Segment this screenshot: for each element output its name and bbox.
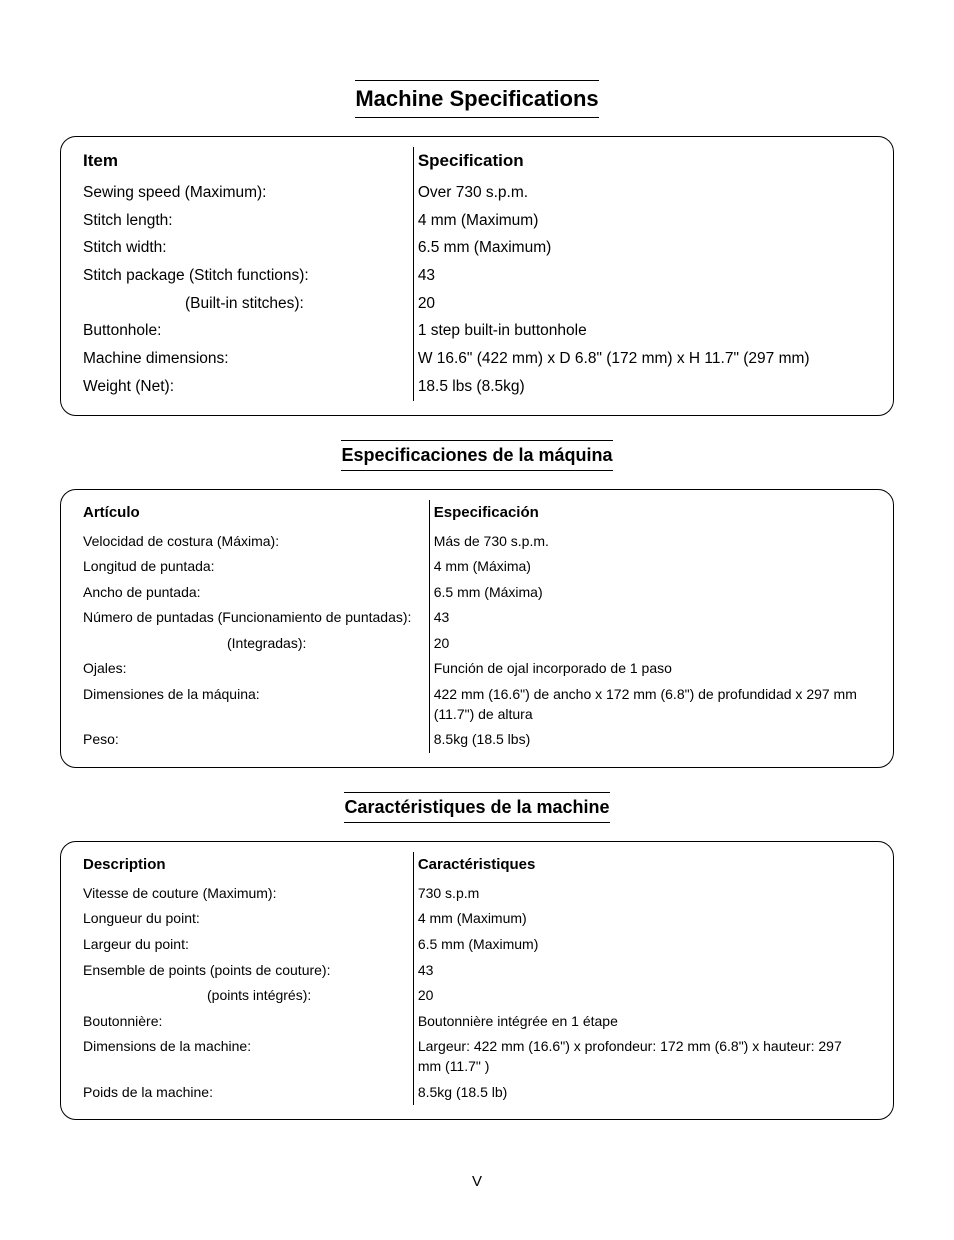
cell-value: 6.5 mm (Máxima) [429, 580, 875, 606]
table-row: Dimensions de la machine: Largeur: 422 m… [79, 1034, 875, 1079]
table-row: Longitud de puntada: 4 mm (Máxima) [79, 554, 875, 580]
cell-value: 18.5 lbs (8.5kg) [413, 373, 875, 401]
cell-label: Ensemble de points (points de couture): [79, 958, 413, 984]
cell-value: 422 mm (16.6") de ancho x 172 mm (6.8") … [429, 682, 875, 727]
table-row: Peso: 8.5kg (18.5 lbs) [79, 727, 875, 753]
table-row: (Built-in stitches): 20 [79, 290, 875, 318]
cell-label: Stitch length: [79, 207, 413, 235]
cell-label: Peso: [79, 727, 429, 753]
cell-label: Stitch width: [79, 234, 413, 262]
cell-label: (points intégrés): [79, 983, 413, 1009]
cell-label: Ancho de puntada: [79, 580, 429, 606]
cell-value: 4 mm (Maximum) [413, 207, 875, 235]
cell-value: 43 [429, 605, 875, 631]
cell-label: Stitch package (Stitch functions): [79, 262, 413, 290]
table-row: Stitch width: 6.5 mm (Maximum) [79, 234, 875, 262]
cell-label: Dimensiones de la máquina: [79, 682, 429, 727]
table-row: Longueur du point: 4 mm (Maximum) [79, 906, 875, 932]
table-row: Stitch package (Stitch functions): 43 [79, 262, 875, 290]
cell-value: 4 mm (Máxima) [429, 554, 875, 580]
spec-box-fr: Description Caractéristiques Vitesse de … [60, 841, 894, 1120]
col2-header: Specification [413, 147, 875, 179]
cell-label: Buttonhole: [79, 317, 413, 345]
table-row: Largeur du point: 6.5 mm (Maximum) [79, 932, 875, 958]
cell-value: 43 [413, 262, 875, 290]
table-row: Buttonhole: 1 step built-in buttonhole [79, 317, 875, 345]
col1-header: Description [79, 852, 413, 881]
table-row: Dimensiones de la máquina: 422 mm (16.6"… [79, 682, 875, 727]
cell-value: 4 mm (Maximum) [413, 906, 875, 932]
cell-value: Más de 730 s.p.m. [429, 529, 875, 555]
document-page: Machine Specifications Item Specificatio… [0, 0, 954, 1240]
table-row: Stitch length: 4 mm (Maximum) [79, 207, 875, 235]
section-title-es: Especificaciones de la máquina [341, 440, 612, 471]
table-row: Boutonnière: Boutonnière intégrée en 1 é… [79, 1009, 875, 1035]
cell-value: 8.5kg (18.5 lb) [413, 1080, 875, 1106]
cell-label: Weight (Net): [79, 373, 413, 401]
cell-label: Poids de la machine: [79, 1080, 413, 1106]
cell-value: 6.5 mm (Maximum) [413, 234, 875, 262]
section-title-en: Machine Specifications [355, 80, 598, 118]
cell-label: Sewing speed (Maximum): [79, 179, 413, 207]
col2-header: Especificación [429, 500, 875, 529]
cell-label: Dimensions de la machine: [79, 1034, 413, 1079]
cell-label: Velocidad de costura (Máxima): [79, 529, 429, 555]
cell-label: Número de puntadas (Funcionamiento de pu… [79, 605, 429, 631]
table-row: Machine dimensions: W 16.6" (422 mm) x D… [79, 345, 875, 373]
cell-label: Boutonnière: [79, 1009, 413, 1035]
table-row: Velocidad de costura (Máxima): Más de 73… [79, 529, 875, 555]
table-row: Ancho de puntada: 6.5 mm (Máxima) [79, 580, 875, 606]
spec-box-es: Artículo Especificación Velocidad de cos… [60, 489, 894, 768]
col2-header: Caractéristiques [413, 852, 875, 881]
spec-table-es: Artículo Especificación Velocidad de cos… [79, 500, 875, 753]
page-number: V [0, 1173, 954, 1190]
cell-label: Longueur du point: [79, 906, 413, 932]
table-row: Weight (Net): 18.5 lbs (8.5kg) [79, 373, 875, 401]
spec-box-en: Item Specification Sewing speed (Maximum… [60, 136, 894, 416]
table-header-row: Artículo Especificación [79, 500, 875, 529]
cell-value: Over 730 s.p.m. [413, 179, 875, 207]
cell-value: 6.5 mm (Maximum) [413, 932, 875, 958]
table-header-row: Description Caractéristiques [79, 852, 875, 881]
cell-value: W 16.6" (422 mm) x D 6.8" (172 mm) x H 1… [413, 345, 875, 373]
table-row: Ojales: Función de ojal incorporado de 1… [79, 656, 875, 682]
cell-value: Función de ojal incorporado de 1 paso [429, 656, 875, 682]
cell-value: 20 [413, 290, 875, 318]
table-row: (points intégrés): 20 [79, 983, 875, 1009]
spec-table-fr: Description Caractéristiques Vitesse de … [79, 852, 875, 1105]
cell-value: 8.5kg (18.5 lbs) [429, 727, 875, 753]
table-row: Sewing speed (Maximum): Over 730 s.p.m. [79, 179, 875, 207]
cell-label: Vitesse de couture (Maximum): [79, 881, 413, 907]
cell-label: (Built-in stitches): [79, 290, 413, 318]
table-row: Número de puntadas (Funcionamiento de pu… [79, 605, 875, 631]
cell-value: 730 s.p.m [413, 881, 875, 907]
cell-label: Largeur du point: [79, 932, 413, 958]
cell-label: Ojales: [79, 656, 429, 682]
col1-header: Artículo [79, 500, 429, 529]
table-row: (Integradas): 20 [79, 631, 875, 657]
table-row: Poids de la machine: 8.5kg (18.5 lb) [79, 1080, 875, 1106]
cell-value: 1 step built-in buttonhole [413, 317, 875, 345]
spec-table-en: Item Specification Sewing speed (Maximum… [79, 147, 875, 401]
cell-label: Machine dimensions: [79, 345, 413, 373]
cell-label: (Integradas): [79, 631, 429, 657]
section-title-fr: Caractéristiques de la machine [344, 792, 609, 823]
col1-header: Item [79, 147, 413, 179]
cell-value: 20 [429, 631, 875, 657]
table-row: Ensemble de points (points de couture): … [79, 958, 875, 984]
cell-value: Boutonnière intégrée en 1 étape [413, 1009, 875, 1035]
cell-label: Longitud de puntada: [79, 554, 429, 580]
table-header-row: Item Specification [79, 147, 875, 179]
table-row: Vitesse de couture (Maximum): 730 s.p.m [79, 881, 875, 907]
cell-value: Largeur: 422 mm (16.6") x profondeur: 17… [413, 1034, 875, 1079]
cell-value: 43 [413, 958, 875, 984]
cell-value: 20 [413, 983, 875, 1009]
